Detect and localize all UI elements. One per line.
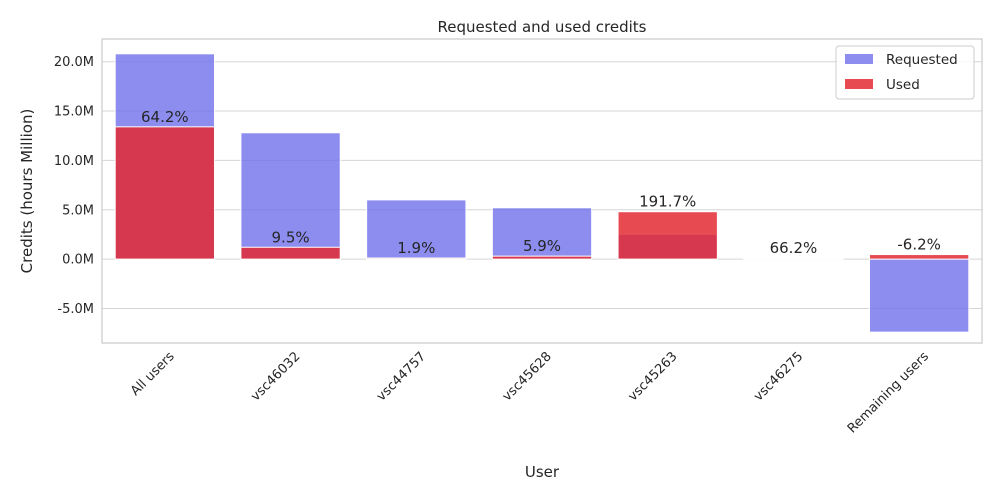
y-tick-label: 5.0M <box>62 203 94 218</box>
legend-swatch-used <box>845 79 873 89</box>
y-tick-label: -5.0M <box>57 302 94 317</box>
bar-requested <box>868 258 970 333</box>
legend: Requested Used <box>835 45 975 100</box>
bar-used <box>366 257 467 260</box>
plot-frame <box>101 38 983 344</box>
bar-data-label: 66.2% <box>770 239 818 257</box>
bar-used <box>491 255 593 260</box>
bar-data-label: 5.9% <box>523 237 561 255</box>
y-axis-ticks: -5.0M 0.0M 5.0M 10.0M 15.0M 20.0M <box>54 55 94 317</box>
y-tick-label: 20.0M <box>54 55 94 70</box>
y-axis-label: Credits (hours Million) <box>18 109 36 274</box>
y-tick-label: 0.0M <box>62 253 94 268</box>
y-tick-label: 10.0M <box>54 154 94 169</box>
bar-data-label: -6.2% <box>897 236 941 254</box>
data-labels: 64.2% 9.5% 1.9% 5.9% 191.7% 66.2% -6.2% <box>141 108 941 257</box>
bar-data-label: 191.7% <box>639 193 696 211</box>
bar-used <box>743 257 844 260</box>
bar-used <box>114 126 216 260</box>
legend-swatch-requested <box>845 54 873 64</box>
legend-label-used: Used <box>886 77 920 93</box>
y-tick-label: 15.0M <box>54 105 94 120</box>
x-axis-label: User <box>525 463 560 481</box>
bar-used <box>240 246 341 260</box>
legend-label-requested: Requested <box>886 52 958 68</box>
bars <box>114 53 970 333</box>
bar-data-label: 1.9% <box>397 239 435 257</box>
bar-used <box>617 211 718 260</box>
bar-used <box>868 254 970 260</box>
bar-data-label: 9.5% <box>272 228 310 246</box>
bar-data-label: 64.2% <box>141 108 189 126</box>
chart-title: Requested and used credits <box>438 18 647 36</box>
